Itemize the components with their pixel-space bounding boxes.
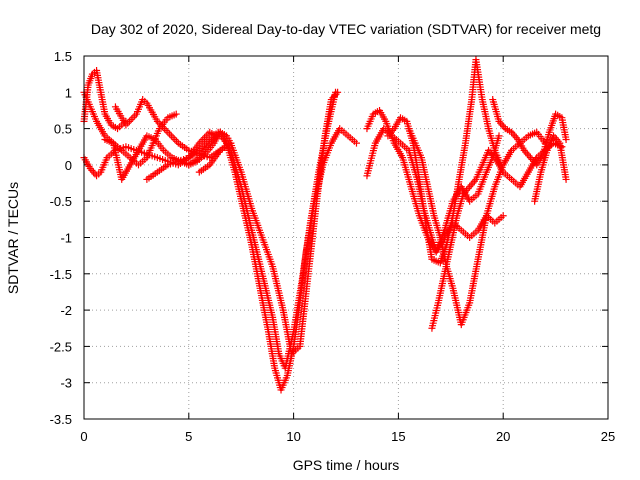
- y-tick-label: -2: [60, 303, 72, 318]
- data-point: [562, 175, 570, 183]
- chart-title: Day 302 of 2020, Sidereal Day-to-day VTE…: [91, 21, 601, 37]
- series-arc-13: [428, 139, 566, 332]
- axes: 0 5 10 15 20 25 1.5 1 0.5 0 -0.5 -1 -1.5 -2 -2.5 -3 -3.5: [50, 49, 616, 444]
- y-tick-label: 1: [65, 85, 72, 100]
- data-point: [558, 143, 566, 151]
- y-tick-label: 0: [65, 158, 72, 173]
- data-point: [166, 130, 174, 138]
- y-tick-label: 1.5: [54, 49, 72, 64]
- data-point: [169, 134, 177, 142]
- y-tick-label: -3.5: [50, 412, 72, 427]
- data-point: [469, 179, 477, 187]
- series-arc-6: [143, 125, 360, 394]
- x-tick-label: 10: [286, 429, 300, 444]
- data-point: [334, 88, 342, 96]
- series-arc-14: [489, 96, 570, 169]
- data-point: [89, 168, 97, 176]
- series-arc-7: [185, 88, 340, 372]
- data-point: [197, 137, 205, 145]
- data-point: [511, 132, 519, 140]
- data-point: [330, 92, 338, 100]
- y-tick-label: -0.5: [50, 194, 72, 209]
- data-point: [204, 130, 212, 138]
- data-point: [125, 117, 133, 125]
- data-point: [466, 183, 474, 191]
- series-arc-15: [531, 132, 570, 205]
- data-point: [172, 110, 180, 118]
- data-point: [201, 134, 209, 142]
- data-point: [164, 128, 172, 136]
- series-arc-12: [405, 125, 549, 329]
- data-point: [167, 132, 175, 140]
- plot-frame: [83, 55, 609, 420]
- data-point: [553, 135, 561, 143]
- data-point: [562, 135, 570, 143]
- x-tick-label: 5: [185, 429, 192, 444]
- data-point: [127, 116, 135, 124]
- data-point: [173, 137, 181, 145]
- x-tick-label: 0: [80, 429, 87, 444]
- data-point: [495, 132, 503, 140]
- data-point: [523, 150, 531, 158]
- data-point: [499, 212, 507, 220]
- data-point: [129, 114, 137, 122]
- y-tick-label: 0.5: [54, 122, 72, 137]
- series-arc-8: [195, 88, 342, 358]
- x-tick-label: 25: [601, 429, 615, 444]
- x-tick-label: 15: [391, 429, 405, 444]
- grid: [84, 56, 608, 419]
- y-tick-label: -1: [60, 231, 72, 246]
- data-points: [80, 56, 570, 394]
- data-point: [498, 121, 506, 129]
- x-axis-label: GPS time / hours: [293, 457, 400, 473]
- data-point: [525, 152, 533, 160]
- y-tick-label: -1.5: [50, 267, 72, 282]
- x-tick-label: 20: [496, 429, 510, 444]
- data-point: [467, 181, 475, 189]
- y-axis-label: SDTVAR / TECUs: [5, 182, 21, 294]
- data-point: [352, 139, 360, 147]
- y-tick-label: -2.5: [50, 339, 72, 354]
- data-point: [162, 126, 170, 134]
- data-point: [171, 135, 179, 143]
- series-arc-5: [111, 96, 235, 162]
- y-tick-label: -3: [60, 376, 72, 391]
- data-point: [199, 135, 207, 143]
